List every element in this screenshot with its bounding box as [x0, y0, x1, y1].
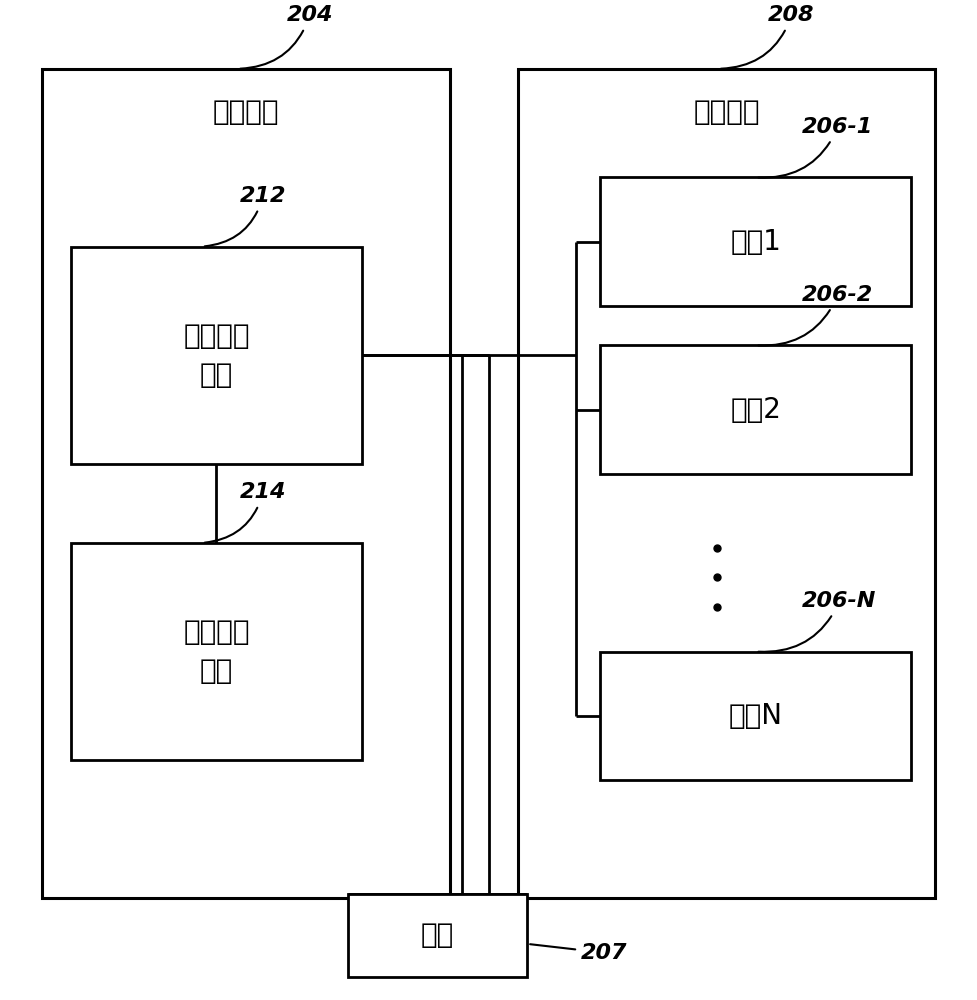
Text: 204: 204	[240, 5, 333, 69]
Bar	[600, 652, 912, 780]
Text: 207: 207	[531, 943, 627, 963]
Text: 引线系统: 引线系统	[694, 98, 760, 126]
Bar	[600, 177, 912, 306]
Text: 电极1: 电极1	[730, 228, 781, 256]
Text: 刺激装置: 刺激装置	[212, 98, 278, 126]
Bar	[348, 894, 528, 977]
Text: 刺激控制
电路: 刺激控制 电路	[184, 618, 250, 685]
Text: 212: 212	[205, 186, 286, 246]
Bar	[42, 69, 449, 898]
Bar	[70, 247, 362, 464]
Bar	[70, 543, 362, 760]
Text: 214: 214	[205, 482, 286, 543]
Text: 206-N: 206-N	[758, 591, 876, 652]
Text: 电极: 电极	[421, 921, 454, 949]
Bar	[518, 69, 935, 898]
Text: 206-2: 206-2	[758, 285, 873, 346]
Text: 206-1: 206-1	[758, 117, 873, 178]
Text: 208: 208	[721, 5, 815, 69]
Text: 电极N: 电极N	[729, 702, 783, 730]
Text: 电极2: 电极2	[730, 396, 781, 424]
Bar	[600, 345, 912, 474]
Text: 刺激输出
电路: 刺激输出 电路	[184, 322, 250, 389]
